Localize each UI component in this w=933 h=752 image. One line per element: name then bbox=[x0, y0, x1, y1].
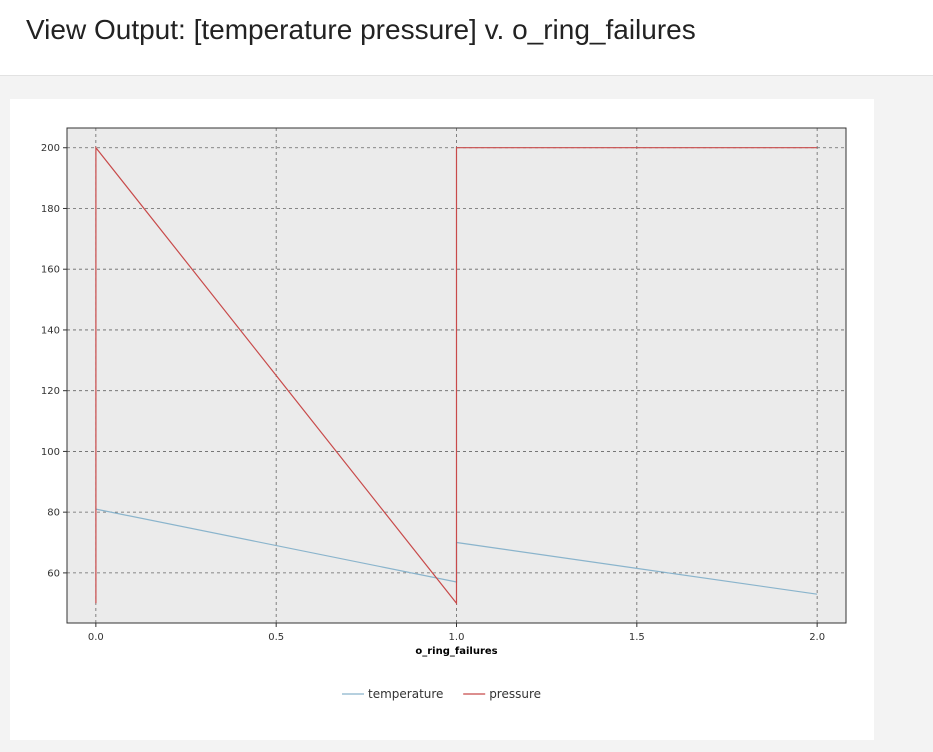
legend: temperature pressure bbox=[342, 687, 541, 701]
legend-label-temperature: temperature bbox=[368, 687, 443, 701]
series-lines bbox=[95, 145, 818, 606]
y-tick-label: 200 bbox=[41, 143, 60, 154]
y-tick-label: 140 bbox=[41, 325, 60, 336]
y-tick-label: 160 bbox=[41, 265, 60, 276]
x-tick-label: 1.0 bbox=[449, 632, 465, 643]
x-tick-label: 0.0 bbox=[88, 632, 104, 643]
y-tick-label: 120 bbox=[41, 386, 60, 397]
x-tick-label: 2.0 bbox=[809, 632, 825, 643]
y-tick-label: 60 bbox=[47, 568, 60, 579]
x-axis-ticks: 0.0 0.5 1.0 1.5 2.0 bbox=[88, 623, 825, 643]
y-tick-label: 100 bbox=[41, 447, 60, 458]
x-tick-label: 1.5 bbox=[629, 632, 645, 643]
page-header: View Output: [temperature pressure] v. o… bbox=[0, 0, 933, 76]
y-tick-label: 80 bbox=[47, 508, 60, 519]
page-title: View Output: [temperature pressure] v. o… bbox=[26, 14, 696, 45]
line-chart: 0.0 0.5 1.0 1.5 2.0 60 80 100 120 140 160 180 200 o… bbox=[41, 127, 847, 701]
legend-label-pressure: pressure bbox=[489, 687, 541, 701]
y-axis-ticks: 60 80 100 120 140 160 180 200 bbox=[41, 143, 67, 579]
x-axis-label: o_ring_failures bbox=[415, 646, 497, 657]
x-tick-label: 0.5 bbox=[268, 632, 284, 643]
y-tick-label: 180 bbox=[41, 204, 60, 215]
series-line-pressure bbox=[95, 145, 818, 606]
chart-panel: 0.0 0.5 1.0 1.5 2.0 60 80 100 120 140 160 180 200 o… bbox=[10, 99, 874, 740]
